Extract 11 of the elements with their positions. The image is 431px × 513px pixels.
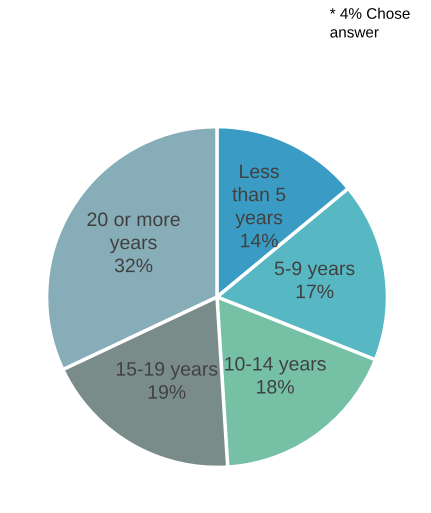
slice-label: 15-19 years — [116, 362, 218, 380]
data-label: 18% — [257, 380, 294, 394]
text: * 4% Chose answer — [330, 8, 410, 38]
data-label: 14% — [241, 234, 278, 248]
slice-label: 10-14 years — [225, 356, 326, 374]
data-label: 32% — [114, 258, 152, 272]
slice-label: 5-9 years — [274, 261, 354, 280]
data-label: 17% — [296, 284, 334, 298]
data-label: 19% — [148, 385, 186, 399]
slice-label: Less than 5 years — [232, 164, 286, 228]
slice-label: 20 or more years — [88, 212, 180, 254]
